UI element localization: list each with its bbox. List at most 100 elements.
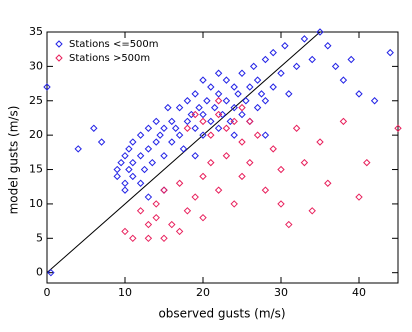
scatter-point xyxy=(148,158,157,167)
scatter-point xyxy=(285,90,293,98)
scatter-point xyxy=(331,62,340,71)
scatter-point xyxy=(355,90,363,98)
scatter-point xyxy=(308,207,316,215)
scatter-point xyxy=(277,69,285,77)
scatter-point xyxy=(316,28,324,36)
scatter-point xyxy=(226,117,235,126)
scatter-point xyxy=(199,213,207,222)
scatter-point xyxy=(183,124,192,132)
scatter-point xyxy=(168,117,176,126)
scatter-point xyxy=(144,145,153,153)
scatter-point xyxy=(230,103,238,112)
scatter-point xyxy=(97,138,106,146)
scatter-point xyxy=(234,90,242,98)
scatter-point xyxy=(47,268,55,277)
scatter-point xyxy=(160,124,168,132)
scatter-point xyxy=(129,158,137,167)
scatter-point xyxy=(246,117,254,126)
scatter-point xyxy=(191,124,199,132)
scatter-point xyxy=(199,117,207,126)
scatter-point xyxy=(363,158,371,167)
scatter-point xyxy=(175,227,184,236)
scatter-point xyxy=(253,76,262,84)
scatter-point xyxy=(117,158,125,167)
scatter-point xyxy=(238,103,246,112)
scatter-point xyxy=(246,83,254,91)
scatter-point xyxy=(121,152,129,160)
scatter-point xyxy=(308,55,316,64)
scatter-point xyxy=(214,186,223,194)
scatter-point xyxy=(129,138,137,146)
scatter-point xyxy=(257,90,266,98)
y-axis-label: model gusts (m/s) xyxy=(7,106,21,215)
scatter-point xyxy=(171,124,180,132)
x-tick-label: 0 xyxy=(44,286,51,299)
x-tick-label: 40 xyxy=(352,286,366,299)
scatter-point xyxy=(113,172,121,181)
scatter-point xyxy=(90,124,98,132)
scatter-point xyxy=(160,234,168,243)
scatter-point xyxy=(125,145,133,153)
scatter-point xyxy=(238,172,246,181)
scatter-point xyxy=(207,158,215,167)
scatter-point xyxy=(347,55,355,64)
scatter-point xyxy=(370,97,379,105)
scatter-point xyxy=(129,172,137,181)
scatter-point xyxy=(269,48,277,57)
scatter-point xyxy=(246,158,254,167)
legend-marker xyxy=(55,40,63,48)
scatter-point xyxy=(168,220,176,229)
scatter-point xyxy=(300,35,309,43)
scatter-point xyxy=(152,138,160,146)
scatter-point xyxy=(292,62,301,71)
scatter-point xyxy=(136,131,145,139)
x-tick-label: 10 xyxy=(118,286,132,299)
x-tick-label: 30 xyxy=(274,286,288,299)
scatter-point xyxy=(269,145,277,153)
scatter-point xyxy=(207,117,215,126)
scatter-point xyxy=(199,172,207,181)
scatter-point xyxy=(136,207,145,215)
y-tick-label: 25 xyxy=(29,94,43,107)
scatter-point xyxy=(210,103,219,112)
legend-label: Stations <=500m xyxy=(69,39,159,50)
scatter-point xyxy=(144,234,153,243)
scatter-point xyxy=(191,110,199,119)
x-axis-label: observed gusts (m/s) xyxy=(158,307,285,321)
scatter-point xyxy=(355,193,363,201)
scatter-point xyxy=(246,117,254,126)
scatter-point xyxy=(129,234,137,243)
scatter-point xyxy=(183,207,192,215)
y-tick-label: 10 xyxy=(29,197,43,210)
scatter-point xyxy=(238,69,246,77)
scatter-point xyxy=(238,110,246,119)
x-tick-label: 20 xyxy=(196,286,210,299)
scatter-point xyxy=(144,124,153,132)
scatter-point xyxy=(261,131,270,139)
scatter-point xyxy=(144,193,153,201)
scatter-point xyxy=(43,83,51,91)
scatter-point xyxy=(214,124,223,132)
scatter-point xyxy=(261,186,270,194)
plot-frame xyxy=(46,31,399,284)
scatter-point xyxy=(203,97,211,105)
scatter-point xyxy=(222,97,231,105)
scatter-point xyxy=(238,138,246,146)
scatter-point xyxy=(191,90,199,98)
legend-label: Stations >500m xyxy=(69,53,150,64)
scatter-point xyxy=(152,117,160,126)
scatter-point xyxy=(214,69,223,77)
scatter-point xyxy=(214,110,223,119)
scatter-point xyxy=(195,103,203,112)
legend-marker xyxy=(55,54,63,62)
scatter-point xyxy=(207,83,215,91)
scatter-point xyxy=(152,200,160,208)
scatter-point xyxy=(249,62,258,71)
scatter-point xyxy=(168,138,176,146)
scatter-point xyxy=(140,165,149,174)
scatter-point xyxy=(183,97,192,105)
scatter-point xyxy=(214,90,223,98)
scatter-point xyxy=(199,110,207,119)
